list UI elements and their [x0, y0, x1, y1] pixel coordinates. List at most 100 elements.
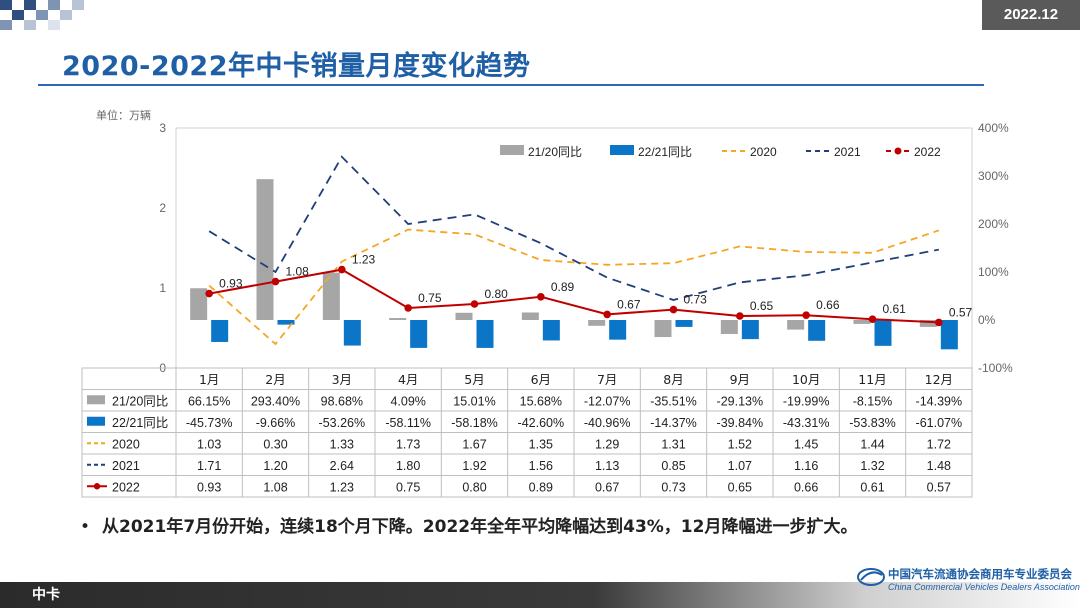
data-label-2022: 0.80 [485, 287, 509, 301]
point-2022 [736, 312, 744, 320]
point-2022 [537, 293, 545, 301]
bar-22-21 [609, 320, 627, 340]
plot-frame [175, 127, 973, 369]
table-legend-marker [93, 483, 101, 490]
table-cell: -43.31% [783, 416, 830, 430]
table-cell: 1.72 [927, 437, 951, 451]
bar-21-20 [455, 312, 473, 320]
point-2022 [470, 300, 479, 308]
corner-decoration [0, 0, 84, 30]
table-cell: 1.08 [263, 480, 287, 494]
x-tick-label: 2月 [265, 372, 285, 387]
table-cell: 0.65 [728, 480, 752, 494]
legend-swatch [500, 145, 524, 155]
unit-label: 单位：万辆 [96, 109, 151, 122]
bar-22-21 [542, 320, 560, 341]
legend-label: 2020 [750, 145, 777, 159]
table-cell: 1.16 [794, 459, 818, 473]
bar-22-21 [343, 320, 361, 346]
table-cell: 66.15% [188, 394, 230, 408]
table-cell: 0.89 [529, 480, 553, 494]
table-legend-swatch [87, 416, 105, 426]
x-tick-label: 8月 [663, 372, 683, 387]
x-tick-label: 3月 [332, 372, 352, 387]
table-cell: -45.73% [186, 416, 233, 430]
table-cell: 1.35 [529, 437, 553, 451]
point-2022 [404, 304, 412, 312]
table-cell: 0.57 [927, 480, 951, 494]
x-tick-label: 5月 [464, 372, 484, 387]
footer-org-name: 中国汽车流通协会商用车专业委员会 [888, 567, 1072, 581]
table-cell: 1.20 [263, 459, 287, 473]
right-axis-tick-label: 200% [978, 217, 1009, 231]
bar-22-21 [940, 320, 958, 350]
table-cell: 15.68% [520, 394, 562, 408]
legend-label: 2021 [834, 145, 861, 159]
table-cell: 1.31 [661, 437, 685, 451]
right-axis-tick-label: 400% [978, 121, 1009, 135]
table-cell: -29.13% [717, 394, 764, 408]
bar-21-20 [322, 272, 340, 320]
table-cell: 0.66 [794, 480, 818, 494]
table-row-header: 2020 [112, 437, 140, 451]
bar-21-20 [190, 288, 208, 320]
table-cell: 1.03 [197, 437, 221, 451]
line-2020 [208, 228, 940, 346]
table-cell: 1.32 [860, 459, 884, 473]
table-cell: 98.68% [321, 394, 363, 408]
line-2022 [208, 268, 939, 324]
point-2022 [669, 305, 678, 314]
right-axis-tick-label: -100% [978, 361, 1013, 375]
table-cell: 1.45 [794, 437, 818, 451]
data-label-2022: 0.65 [750, 299, 774, 313]
table-cell: 0.30 [263, 437, 287, 451]
date-badge: 2022.12 [982, 0, 1080, 30]
table-cell: -12.07% [584, 394, 631, 408]
table-cell: 0.61 [860, 480, 884, 494]
footer-label: 中卡 [32, 587, 60, 603]
data-label-2022: 0.67 [617, 297, 641, 311]
bar-22-21 [277, 320, 295, 325]
table-cell: -8.15% [853, 394, 893, 408]
table-cell: 1.33 [330, 437, 354, 451]
table-cell: 4.09% [390, 394, 425, 408]
legend-marker [894, 147, 902, 155]
bar-21-20 [256, 179, 274, 320]
table-row-header: 21/20同比 [112, 394, 168, 408]
table-cell: 15.01% [453, 394, 495, 408]
table-legend-swatch [87, 395, 105, 405]
point-2022 [802, 311, 810, 320]
summary-sentence: 从2021年7月份开始，连续18个月下降。2022年全年平均降幅达到43%，12… [102, 517, 858, 537]
x-tick-label: 11月 [858, 372, 886, 387]
footer-org-english: China Commercial Vehicles Dealers Associ… [888, 582, 1080, 592]
left-axis-tick-label: 3 [159, 121, 166, 135]
table-cell: -35.51% [650, 394, 697, 408]
x-tick-label: 12月 [925, 372, 953, 387]
x-tick-label: 9月 [730, 372, 750, 387]
bar-22-21 [741, 320, 759, 340]
data-label-2022: 0.75 [418, 291, 442, 305]
table-cell: 1.71 [197, 459, 221, 473]
bullet-glyph: • [80, 517, 91, 537]
bar-22-21 [211, 320, 229, 342]
table-cell: 0.75 [396, 480, 420, 494]
legend-label: 22/21同比 [638, 145, 692, 159]
x-tick-label: 10月 [792, 372, 820, 387]
table-cell: 1.56 [529, 459, 553, 473]
table-cell: 1.07 [728, 459, 752, 473]
table-cell: -61.07% [916, 416, 963, 430]
x-tick-label: 6月 [531, 372, 551, 387]
point-2022 [271, 277, 280, 286]
table-row-header: 2021 [112, 459, 140, 473]
table-cell: 1.73 [396, 437, 420, 451]
data-label-2022: 0.89 [551, 280, 575, 294]
table-cell: 1.67 [462, 437, 486, 451]
table-cell: 1.80 [396, 459, 420, 473]
bar-21-20 [588, 320, 606, 326]
data-label-2022: 1.08 [286, 265, 310, 279]
x-tick-label: 4月 [398, 372, 418, 387]
table-row-header: 2022 [112, 480, 140, 494]
point-2022 [338, 265, 346, 274]
point-2022 [205, 289, 213, 298]
summary-text: • 从2021年7月份开始，连续18个月下降。2022年全年平均降幅达到43%，1… [80, 512, 857, 537]
